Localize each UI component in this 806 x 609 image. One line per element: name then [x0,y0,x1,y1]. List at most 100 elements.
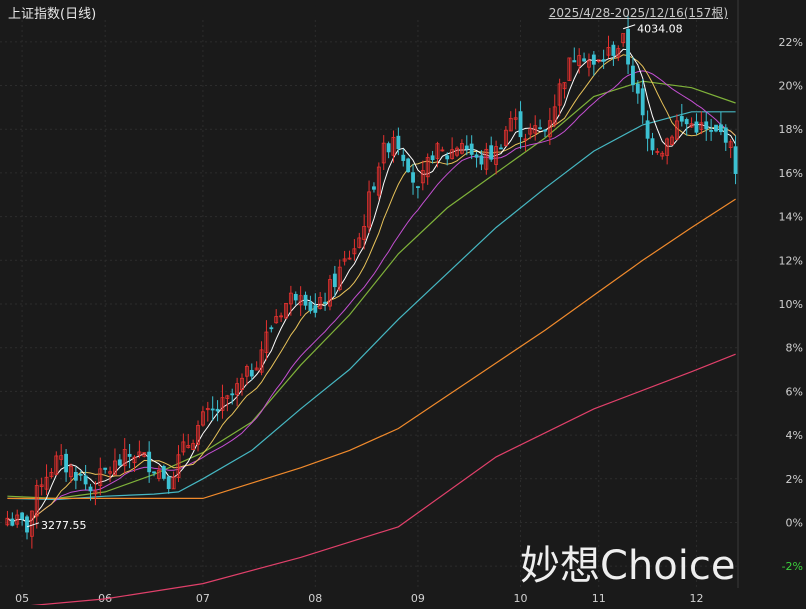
candle-body [20,512,25,520]
candle-body [733,146,738,174]
candle-body [186,445,191,448]
candle-body [484,148,489,170]
candle-body [479,155,484,165]
y-tick-label: 20% [779,80,803,93]
candle-body [235,383,240,396]
y-tick-label: 14% [779,211,803,224]
x-tick-label: 11 [592,592,606,605]
candle-body [562,82,567,90]
annotation-pointer [623,24,636,30]
candle-body [503,129,508,147]
candle-body [288,292,293,305]
annotation-label: 4034.08 [637,23,683,36]
candle-body [88,486,93,492]
y-tick-label: 2% [786,473,803,486]
candle-body [508,117,513,132]
annotation-pointer [26,522,40,528]
candle-body [650,138,655,151]
candle-body [205,408,210,411]
y-tick-label: 0% [786,516,803,529]
candle-body [25,516,29,533]
candle-body [714,124,718,132]
annotation-label: 3277.55 [41,519,87,532]
candle-body [684,119,689,125]
x-tick-label: 09 [411,592,425,605]
y-tick-label: 12% [779,254,803,267]
candle-body [557,83,562,106]
candle-body [670,136,674,145]
candle-body [279,315,284,318]
candle-body [308,301,313,312]
candle-body [367,191,371,228]
candle-body [171,476,176,490]
candle-body [15,514,20,525]
candle-body [191,443,196,450]
candle-body [450,149,455,159]
candle-body [59,455,64,460]
candle-body [313,305,318,313]
candle-body [215,408,220,412]
candle-body [445,155,450,160]
candle-body [225,395,230,399]
candle-body [152,471,156,474]
candle-body [572,60,577,63]
candle-body [44,476,49,490]
candle-body [220,397,225,411]
x-tick-label: 10 [514,592,528,605]
candle-body [318,297,323,309]
candle-body [728,141,733,148]
candle-body [596,59,601,62]
candle-body [49,471,54,478]
candle-body [626,28,630,65]
candle-body [464,145,469,150]
date-range[interactable]: 2025/4/28-2025/12/16(157根) [548,6,728,20]
candle-body [147,451,152,473]
candle-body [142,452,147,457]
candle-body [523,138,528,141]
ma-line-ma60 [7,111,736,501]
y-tick-label: 18% [779,123,803,136]
candle-body [34,485,39,517]
candle-body [69,466,73,478]
candle-body [533,125,538,134]
candle-body [513,117,518,120]
candle-body [543,129,547,132]
candle-body [210,408,215,411]
candle-body [718,124,723,133]
candle-body [362,225,367,240]
candle-body [83,475,88,485]
candle-body [675,120,679,140]
candle-body [635,83,640,94]
candle-body [132,456,137,464]
candle-body [332,273,337,288]
candle-body [631,65,635,86]
ma-line-ma250 [7,353,736,609]
candle-body [240,377,244,390]
candle-body [93,490,98,495]
candle-body [420,170,425,184]
candle-body [117,459,122,466]
candle-body [474,154,479,158]
candle-body [665,138,670,156]
candle-body [469,143,474,155]
ma-line-ma20 [7,70,736,523]
candle-body [552,106,557,125]
candle-body [127,453,132,457]
candle-body [455,147,459,156]
candle-body [113,460,117,476]
y-tick-label: 6% [786,385,803,398]
candle-body [64,453,68,473]
candle-body [181,441,186,453]
candle-body [499,147,503,150]
candle-body [284,302,288,319]
watermark-logo: 妙想Choice [520,543,736,589]
y-tick-label: 10% [779,298,803,311]
candle-body [401,154,406,161]
candle-body [54,455,59,475]
candle-body [269,327,274,330]
candle-body [489,145,494,160]
candle-body [577,55,582,66]
candle-body [606,47,611,56]
candle-body [611,44,616,56]
